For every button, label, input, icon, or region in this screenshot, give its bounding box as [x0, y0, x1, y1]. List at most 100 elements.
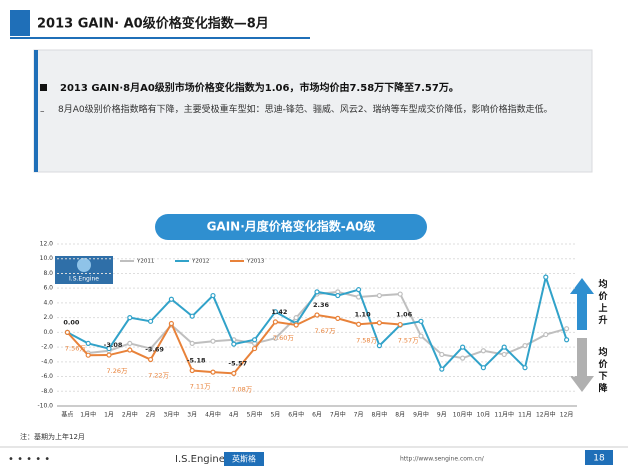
- point: [543, 331, 549, 338]
- data-label: 0.00: [63, 318, 80, 326]
- side-label-char: 价: [598, 359, 608, 370]
- footer-url: http://www.sengine.com.cn/: [400, 456, 485, 463]
- x-tick-label: 12月中: [536, 411, 556, 419]
- chart-title-pill: [155, 214, 427, 240]
- summary-box: [33, 49, 593, 173]
- point: [148, 345, 154, 352]
- x-tick-label: 9月中: [413, 411, 429, 419]
- point: [106, 352, 112, 358]
- point: [460, 344, 466, 350]
- point: [480, 365, 486, 371]
- y-tick-label: -10.0: [37, 403, 53, 410]
- price-label: 7.58万: [356, 336, 377, 344]
- point: [64, 329, 71, 335]
- price-label: 7.60万: [273, 334, 294, 342]
- x-tick-label: 6月: [312, 412, 322, 419]
- price-label: 7.57万: [398, 337, 419, 345]
- point: [480, 348, 486, 354]
- y-tick-label: 8.0: [43, 270, 53, 277]
- y-tick-label: 2.0: [43, 314, 53, 321]
- point: [272, 335, 278, 341]
- point: [522, 343, 528, 349]
- x-tick-label: 11月: [518, 412, 532, 419]
- point: [356, 321, 362, 327]
- x-tick-label: 7月中: [330, 411, 346, 419]
- point: [293, 322, 299, 328]
- point: [127, 347, 133, 353]
- point: [563, 337, 570, 343]
- footer-brand: I.S.Engine: [175, 454, 225, 465]
- point: [501, 351, 507, 358]
- summary-detail-box: 8月A0级别价格指数略有下降，主要受极重车型如：思迪-锋范、骊威、风云2、瑞纳等…: [58, 105, 553, 115]
- side-label-char: 降: [598, 382, 608, 394]
- point: [376, 320, 382, 326]
- point: [418, 318, 424, 324]
- footer-dots: • • • • •: [8, 454, 50, 465]
- point: [376, 292, 382, 299]
- data-label: 1.06: [396, 311, 413, 319]
- page-number: 18: [593, 454, 605, 464]
- x-tick-label: 3月中: [163, 411, 179, 419]
- data-label: -3.69: [145, 346, 164, 354]
- x-tick-label: 1月中: [80, 411, 96, 419]
- point: [231, 370, 237, 376]
- data-label: 1.10: [355, 310, 372, 318]
- y-tick-label: -8.0: [41, 388, 53, 395]
- point: [460, 355, 466, 361]
- x-tick-label: 5月中: [247, 411, 263, 419]
- point: [418, 333, 424, 339]
- y-tick-label: 0.0: [43, 329, 53, 336]
- point: [293, 315, 299, 321]
- point: [106, 345, 112, 352]
- side-label-char: 价: [598, 291, 608, 302]
- x-tick-label: 8月中: [371, 411, 387, 419]
- up-arrow: [570, 278, 594, 330]
- title-marker: [10, 10, 30, 36]
- point: [356, 287, 362, 293]
- chart-title: GAIN·月度价格变化指数-A0级: [207, 219, 376, 234]
- logo-text: I.S.Engine: [69, 276, 99, 283]
- side-label-char: 升: [598, 314, 607, 326]
- summary-detail: 8月A0级别价格指数略有下降，主要受极重车型如：思迪-锋范、骊威、风云2、瑞纳等…: [58, 105, 553, 115]
- point: [335, 292, 341, 299]
- x-tick-label: 12月: [560, 412, 574, 419]
- point: [314, 289, 320, 295]
- x-tick-label: 11月中: [494, 411, 514, 419]
- y-tick-label: -6.0: [41, 373, 53, 380]
- point: [127, 315, 133, 321]
- x-tick-label: 6月中: [288, 411, 304, 419]
- side-label-char: 下: [598, 371, 607, 382]
- point: [189, 313, 195, 319]
- point: [439, 351, 445, 358]
- x-tick-label: 9月: [437, 412, 447, 419]
- point: [168, 296, 174, 302]
- price-label: 7.22万: [148, 372, 169, 380]
- x-tick-label: 10月中: [453, 411, 473, 419]
- slide-title: 2013 GAIN· A0级价格变化指数—8月: [37, 16, 269, 32]
- x-tick-label: 3月: [187, 412, 197, 419]
- x-tick-label: 10月: [477, 412, 491, 419]
- point: [252, 345, 258, 352]
- point: [272, 319, 278, 325]
- side-label-char: 上: [598, 302, 607, 314]
- x-tick-label: 8月: [395, 412, 405, 419]
- point: [127, 340, 133, 347]
- point: [210, 338, 216, 344]
- y-tick-label: 12.0: [40, 241, 54, 248]
- point: [376, 343, 382, 349]
- price-label: 7.67万: [315, 327, 336, 335]
- summary-bullet: 2013 GAIN·8月A0级别市场价格变化指数为1.06，市场均价由7.58万…: [60, 81, 459, 94]
- price-label: 7.26万: [107, 367, 128, 375]
- side-label: 均价下降: [598, 346, 608, 394]
- data-label: 2.36: [313, 301, 330, 309]
- side-label-char: 均: [598, 346, 607, 358]
- data-label: 1.42: [271, 308, 287, 316]
- point: [210, 292, 216, 299]
- x-tick-label: 5月: [270, 412, 280, 419]
- point: [335, 315, 341, 321]
- dash: –: [40, 107, 45, 117]
- x-tick-label: 4月中: [205, 411, 221, 419]
- footer-badge: [224, 452, 264, 466]
- x-tick-label: 7月: [354, 412, 364, 419]
